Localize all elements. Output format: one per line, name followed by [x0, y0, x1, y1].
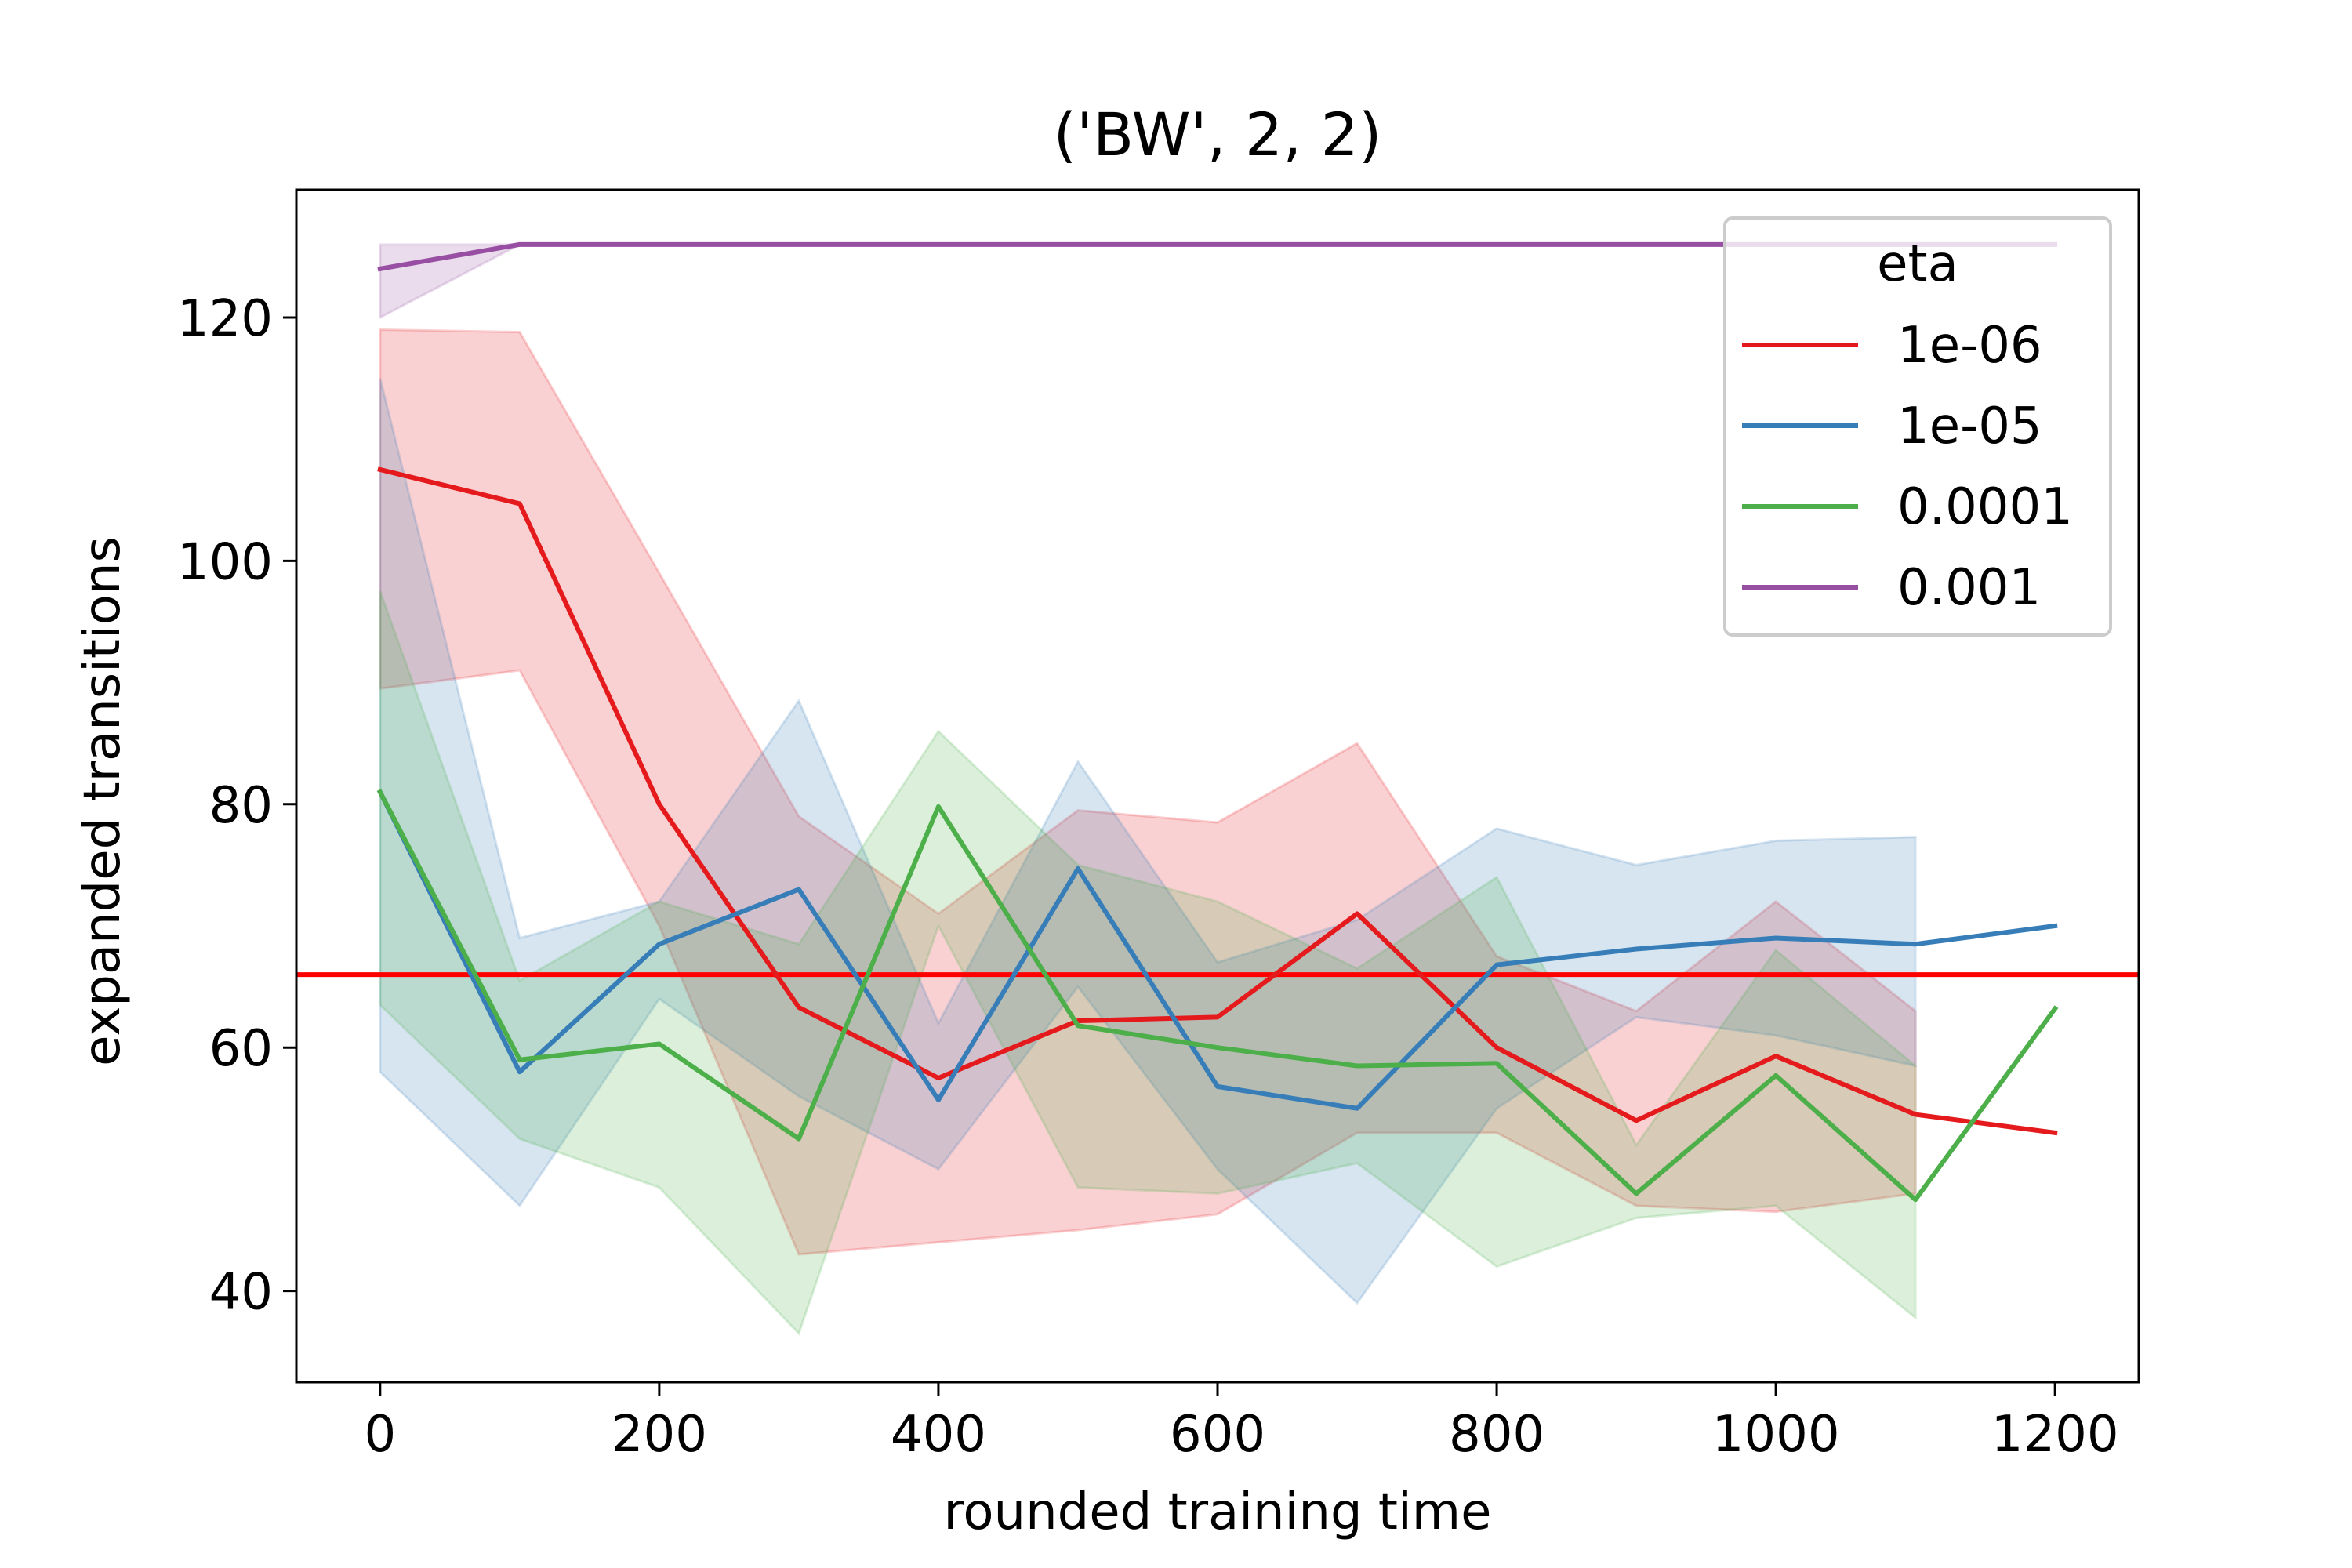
x-tick-label: 0 [364, 1406, 396, 1464]
x-tick-label: 1200 [1991, 1406, 2119, 1464]
legend-label-0.0001: 0.0001 [1897, 478, 2073, 536]
y-tick-label: 60 [209, 1020, 273, 1078]
x-tick-label: 400 [891, 1406, 986, 1464]
legend-label-1e-06: 1e-06 [1897, 317, 2042, 375]
series-line-0.0001 [376, 789, 2059, 1203]
axes: 0 200 400 600 800 1000 1200 40 60 80 100 120 [177, 188, 2140, 1464]
series-line-1e-06 [377, 466, 2058, 1136]
y-tick-label: 80 [209, 777, 273, 835]
legend: eta 1e-06 1e-05 0.0001 0.001 [1723, 216, 2112, 637]
chart-title: ('BW', 2, 2) [1053, 100, 1381, 169]
legend-box [1723, 216, 2112, 637]
x-tick-label: 1000 [1712, 1406, 1840, 1464]
band-1e-06 [379, 328, 1917, 1256]
y-tick-label: 40 [209, 1264, 273, 1322]
y-axis-label: expanded transitions [74, 536, 132, 1066]
y-tick-label: 100 [177, 533, 273, 591]
x-axis-label: rounded training time [943, 1483, 1491, 1541]
confidence-bands [379, 243, 1917, 1336]
y-tick-label: 120 [177, 290, 273, 348]
legend-label-0.001: 0.001 [1897, 559, 2041, 617]
band-0.0001 [379, 590, 1917, 1336]
x-tick-label: 200 [612, 1406, 707, 1464]
series-line-1e-05 [376, 789, 2058, 1111]
x-tick-label: 800 [1449, 1406, 1544, 1464]
x-tick-label: 600 [1170, 1406, 1265, 1464]
band-1e-05 [379, 378, 1917, 1305]
legend-entries: 1e-06 1e-05 0.0001 0.001 [1742, 317, 2073, 617]
legend-label-1e-05: 1e-05 [1897, 397, 2042, 456]
legend-title: eta [1877, 235, 1958, 293]
